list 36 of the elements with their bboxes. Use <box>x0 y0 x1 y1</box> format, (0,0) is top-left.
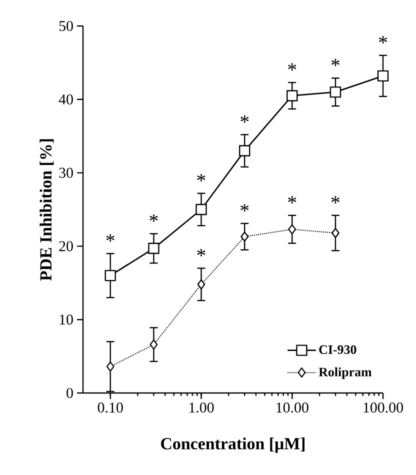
point <box>330 86 342 98</box>
annotation: * <box>240 115 249 123</box>
annotation: * <box>288 63 296 71</box>
x-tick-label: 1.00 <box>189 402 214 413</box>
y-tick-label: 0 <box>66 388 73 398</box>
legend-label: CI-930 <box>319 345 356 354</box>
point <box>239 145 250 156</box>
annotation: * <box>331 58 340 66</box>
annotation: * <box>197 174 206 182</box>
point <box>196 204 207 216</box>
annotation: * <box>378 36 388 44</box>
x-tick-label: 0.10 <box>98 402 123 413</box>
point <box>332 228 340 238</box>
point <box>197 279 206 290</box>
annotation: * <box>197 248 206 256</box>
x-axis-title: Concentration [μM] <box>161 438 304 453</box>
y-tick-label: 50 <box>59 20 73 32</box>
point <box>286 90 298 102</box>
y-tick-label: 20 <box>59 241 73 252</box>
point <box>240 232 249 242</box>
annotation: * <box>150 214 158 222</box>
x-tick-label: 100.00 <box>364 402 403 413</box>
point <box>104 270 116 282</box>
point <box>288 224 296 234</box>
annotation: * <box>331 196 340 204</box>
legend-label: Rolipram <box>318 367 372 380</box>
point <box>106 361 114 372</box>
annotation: * <box>106 234 114 242</box>
x-tick-label: 10.00 <box>276 402 308 413</box>
y-tick-label: 40 <box>58 94 73 104</box>
y-axis-title: PDE Inhibition [%] <box>40 139 54 281</box>
annotation: * <box>288 196 296 204</box>
annotation: * <box>240 204 249 212</box>
point <box>377 70 389 82</box>
y-tick-label: 30 <box>59 168 73 178</box>
y-tick-label: 10 <box>60 314 73 325</box>
